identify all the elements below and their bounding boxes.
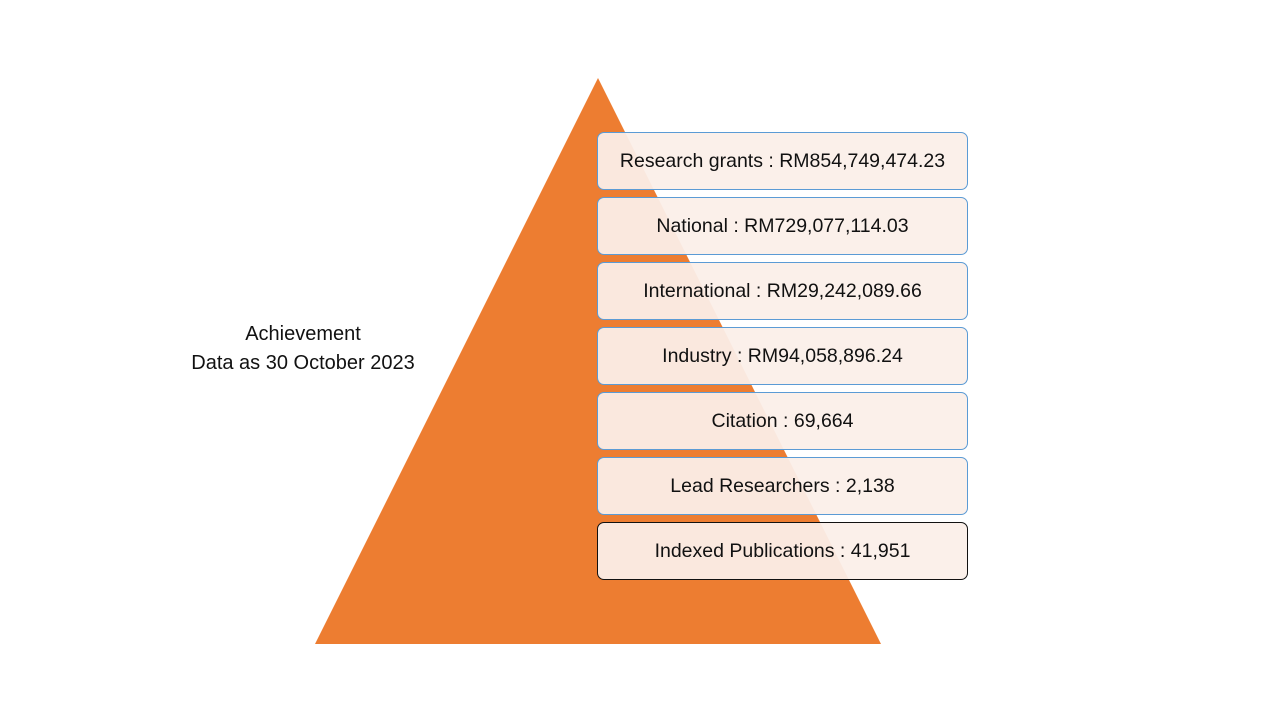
metric-industry: Industry : RM94,058,896.24 [597, 327, 968, 385]
metric-indexed-publications: Indexed Publications : 41,951 [597, 522, 968, 580]
caption-title: Achievement [245, 323, 361, 345]
metric-lead-researchers: Lead Researchers : 2,138 [597, 457, 968, 515]
metric-international: International : RM29,242,089.66 [597, 262, 968, 320]
metrics-list: Research grants : RM854,749,474.23 Natio… [597, 132, 968, 587]
caption-date: Data as 30 October 2023 [191, 352, 415, 374]
achievement-caption: Achievement Data as 30 October 2023 [168, 320, 438, 378]
metric-national: National : RM729,077,114.03 [597, 197, 968, 255]
metric-citation: Citation : 69,664 [597, 392, 968, 450]
metric-research-grants: Research grants : RM854,749,474.23 [597, 132, 968, 190]
